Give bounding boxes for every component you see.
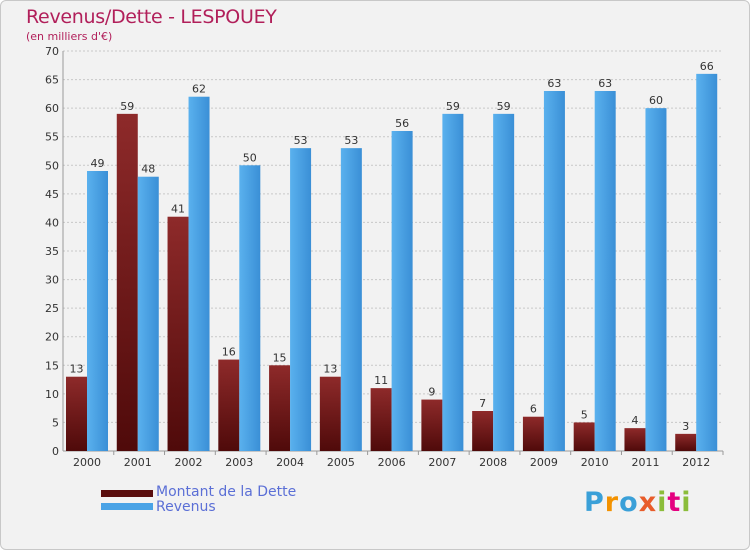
data-label-revenus-2009: 63 <box>547 77 561 90</box>
data-label-revenus-2011: 60 <box>649 94 663 107</box>
data-label-dette-2002: 41 <box>171 203 185 216</box>
data-label-dette-2001: 59 <box>120 100 134 113</box>
bar-revenus-2003 <box>239 165 261 452</box>
bars <box>66 73 718 452</box>
bar-revenus-2002 <box>188 96 210 451</box>
legend-swatch-revenus <box>101 503 153 510</box>
chart-subtitle: (en milliers d'€) <box>26 30 113 43</box>
data-label-dette-2007: 9 <box>428 386 435 399</box>
legend-label-revenus: Revenus <box>156 499 216 515</box>
bar-dette-2000 <box>66 376 87 451</box>
bar-revenus-2008 <box>493 113 515 451</box>
legend-swatch-dette <box>101 490 153 497</box>
bar-revenus-2000 <box>87 171 108 451</box>
y-tick-label: 25 <box>45 302 59 315</box>
logo-letter: o <box>619 487 639 518</box>
y-tick-label: 15 <box>45 359 59 372</box>
x-tick-label: 2000 <box>73 456 101 469</box>
bar-dette-2010 <box>573 422 595 451</box>
data-label-dette-2011: 4 <box>631 414 638 427</box>
bar-dette-2003 <box>218 359 240 451</box>
bar-revenus-2005 <box>340 148 362 451</box>
x-tick-label: 2006 <box>378 456 406 469</box>
data-label-revenus-2010: 63 <box>598 77 612 90</box>
y-tick-label: 50 <box>45 159 59 172</box>
data-label-revenus-2004: 53 <box>294 134 308 147</box>
data-label-dette-2009: 6 <box>530 403 537 416</box>
bar-dette-2006 <box>370 388 392 451</box>
y-tick-label: 65 <box>45 74 59 87</box>
y-tick-label: 10 <box>45 388 59 401</box>
data-label-revenus-2003: 50 <box>243 151 257 164</box>
x-tick-label: 2001 <box>124 456 152 469</box>
chart-title: Revenus/Dette - LESPOUEY <box>26 6 277 28</box>
data-label-dette-2003: 16 <box>222 346 236 359</box>
x-tick-label: 2004 <box>276 456 304 469</box>
bar-revenus-2011 <box>645 108 667 452</box>
x-tick-label: 2010 <box>581 456 609 469</box>
data-label-revenus-2007: 59 <box>446 100 460 113</box>
proxiti-logo: Proxiti <box>584 487 692 518</box>
data-label-revenus-2005: 53 <box>344 134 358 147</box>
x-tick-label: 2007 <box>428 456 456 469</box>
logo-letter: t <box>667 487 682 518</box>
bar-revenus-2007 <box>442 113 464 451</box>
x-tick-label: 2002 <box>175 456 203 469</box>
x-tick-label: 2008 <box>479 456 507 469</box>
bar-dette-2005 <box>319 376 341 451</box>
x-tick-label: 2011 <box>631 456 659 469</box>
data-label-revenus-2008: 59 <box>497 100 511 113</box>
y-tick-label: 70 <box>45 45 59 58</box>
data-label-dette-2006: 11 <box>374 374 388 387</box>
x-tick-label: 2009 <box>530 456 558 469</box>
y-tick-label: 35 <box>45 245 59 258</box>
data-labels: 1349594841621650155313531156959759663563… <box>70 60 714 433</box>
bar-dette-2008 <box>472 411 494 451</box>
logo-letter: x <box>638 487 658 518</box>
bar-dette-2002 <box>167 216 189 451</box>
bar-revenus-2006 <box>391 131 413 451</box>
x-tick-label: 2003 <box>225 456 253 469</box>
data-label-revenus-2002: 62 <box>192 83 206 96</box>
bar-revenus-2004 <box>290 148 312 451</box>
data-label-revenus-2000: 49 <box>91 157 105 170</box>
data-label-revenus-2006: 56 <box>395 117 409 130</box>
y-tick-label: 45 <box>45 188 59 201</box>
bar-revenus-2001 <box>137 176 159 451</box>
data-label-dette-2008: 7 <box>479 397 486 410</box>
y-tick-label: 40 <box>45 216 59 229</box>
bar-revenus-2012 <box>696 73 718 451</box>
data-label-revenus-2001: 48 <box>141 163 155 176</box>
x-tick-label: 2005 <box>327 456 355 469</box>
x-tick-label: 2012 <box>682 456 710 469</box>
logo-letter: r <box>604 487 620 518</box>
data-label-revenus-2012: 66 <box>700 60 714 73</box>
y-tick-label: 55 <box>45 131 59 144</box>
y-tick-label: 20 <box>45 331 59 344</box>
data-label-dette-2012: 3 <box>682 420 689 433</box>
logo-letter: P <box>584 487 605 518</box>
data-label-dette-2005: 13 <box>323 363 337 376</box>
bar-dette-2007 <box>421 399 443 451</box>
legend-label-dette: Montant de la Dette <box>156 484 297 500</box>
bar-dette-2004 <box>269 365 291 451</box>
bar-dette-2001 <box>116 113 138 451</box>
bar-dette-2011 <box>624 428 646 451</box>
logo-letter: i <box>657 487 668 518</box>
bar-revenus-2010 <box>594 91 616 451</box>
bar-revenus-2009 <box>543 91 565 451</box>
bar-dette-2012 <box>675 433 697 451</box>
y-tick-label: 5 <box>52 416 59 429</box>
bar-dette-2009 <box>522 416 544 451</box>
data-label-dette-2010: 5 <box>581 408 588 421</box>
logo-letter: i <box>681 487 692 518</box>
data-label-dette-2000: 13 <box>70 363 84 376</box>
y-tick-label: 0 <box>52 445 59 458</box>
y-tick-label: 60 <box>45 102 59 115</box>
y-tick-label: 30 <box>45 274 59 287</box>
data-label-dette-2004: 15 <box>273 351 287 364</box>
